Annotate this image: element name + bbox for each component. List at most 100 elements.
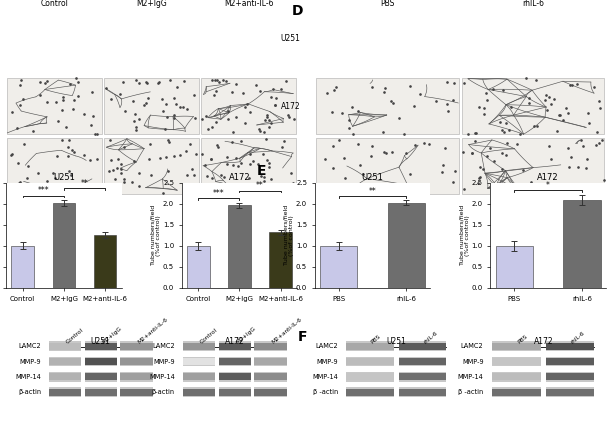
Bar: [346, 372, 394, 382]
Bar: [255, 373, 287, 380]
Bar: [84, 341, 117, 351]
Point: [395, 114, 405, 121]
Point: [157, 96, 167, 103]
Title: U251: U251: [362, 173, 384, 182]
Point: [599, 188, 609, 195]
Point: [245, 109, 255, 116]
Point: [161, 100, 171, 107]
Point: [524, 95, 534, 102]
Point: [266, 93, 275, 100]
Point: [162, 113, 171, 120]
Point: [347, 103, 357, 110]
Point: [572, 80, 582, 88]
Point: [264, 184, 274, 191]
Point: [501, 152, 511, 159]
Point: [236, 159, 246, 166]
Bar: [546, 358, 594, 365]
Point: [160, 126, 170, 133]
Point: [479, 110, 489, 118]
Text: Control: Control: [65, 328, 84, 345]
Point: [57, 136, 67, 143]
Point: [583, 109, 592, 116]
Point: [165, 76, 175, 84]
Point: [515, 131, 524, 138]
Point: [63, 153, 73, 160]
Bar: [84, 358, 117, 365]
Bar: [49, 358, 81, 365]
Point: [552, 128, 562, 135]
Point: [207, 76, 217, 84]
Point: [227, 88, 237, 95]
Bar: [182, 343, 215, 350]
Point: [255, 127, 264, 134]
Point: [277, 144, 287, 151]
Text: M2+anti-IL-6: M2+anti-IL-6: [271, 317, 303, 345]
Point: [259, 174, 269, 181]
Point: [264, 159, 274, 166]
Text: M2+IgG: M2+IgG: [136, 0, 167, 8]
Point: [116, 170, 126, 177]
Point: [254, 126, 264, 133]
Point: [419, 140, 428, 147]
Point: [40, 80, 50, 87]
Point: [458, 149, 468, 156]
Point: [71, 75, 81, 82]
Point: [501, 119, 511, 126]
Point: [470, 130, 480, 137]
Point: [424, 140, 434, 147]
Point: [381, 149, 391, 156]
Point: [12, 125, 22, 132]
Bar: [182, 357, 215, 366]
Bar: [255, 387, 287, 397]
Point: [438, 162, 447, 169]
Point: [460, 80, 469, 87]
Point: [512, 141, 522, 148]
Point: [450, 167, 460, 174]
Text: PBS: PBS: [380, 0, 395, 8]
Bar: [492, 341, 540, 351]
Point: [282, 78, 291, 85]
Bar: [346, 389, 394, 396]
Point: [331, 84, 341, 91]
Bar: [121, 387, 153, 397]
Point: [189, 171, 199, 178]
Point: [105, 168, 114, 175]
Point: [547, 156, 556, 163]
Point: [106, 156, 116, 163]
Point: [518, 167, 528, 174]
Point: [548, 191, 558, 198]
Point: [7, 188, 17, 195]
Point: [415, 91, 425, 98]
Point: [105, 137, 115, 144]
Point: [68, 106, 78, 113]
Point: [387, 149, 397, 156]
Bar: [121, 373, 153, 380]
Point: [410, 142, 420, 149]
Bar: [187, 246, 210, 288]
Point: [502, 139, 512, 146]
Text: ***: ***: [37, 187, 49, 195]
Point: [420, 187, 430, 194]
Point: [442, 78, 452, 85]
Point: [252, 81, 261, 88]
Bar: [84, 373, 117, 380]
Point: [211, 87, 220, 94]
Point: [217, 171, 226, 178]
Bar: [121, 341, 153, 351]
Point: [286, 169, 296, 176]
Point: [521, 75, 531, 82]
Bar: [496, 246, 533, 288]
Point: [563, 110, 573, 117]
Point: [169, 152, 179, 160]
Point: [497, 126, 507, 133]
Point: [231, 154, 241, 161]
Point: [592, 128, 602, 135]
Text: PBS: PBS: [517, 334, 528, 345]
Point: [399, 130, 409, 137]
Point: [211, 118, 220, 126]
Point: [90, 130, 100, 137]
Point: [201, 112, 211, 119]
Bar: [346, 358, 394, 365]
Point: [236, 137, 246, 145]
Point: [106, 96, 116, 103]
